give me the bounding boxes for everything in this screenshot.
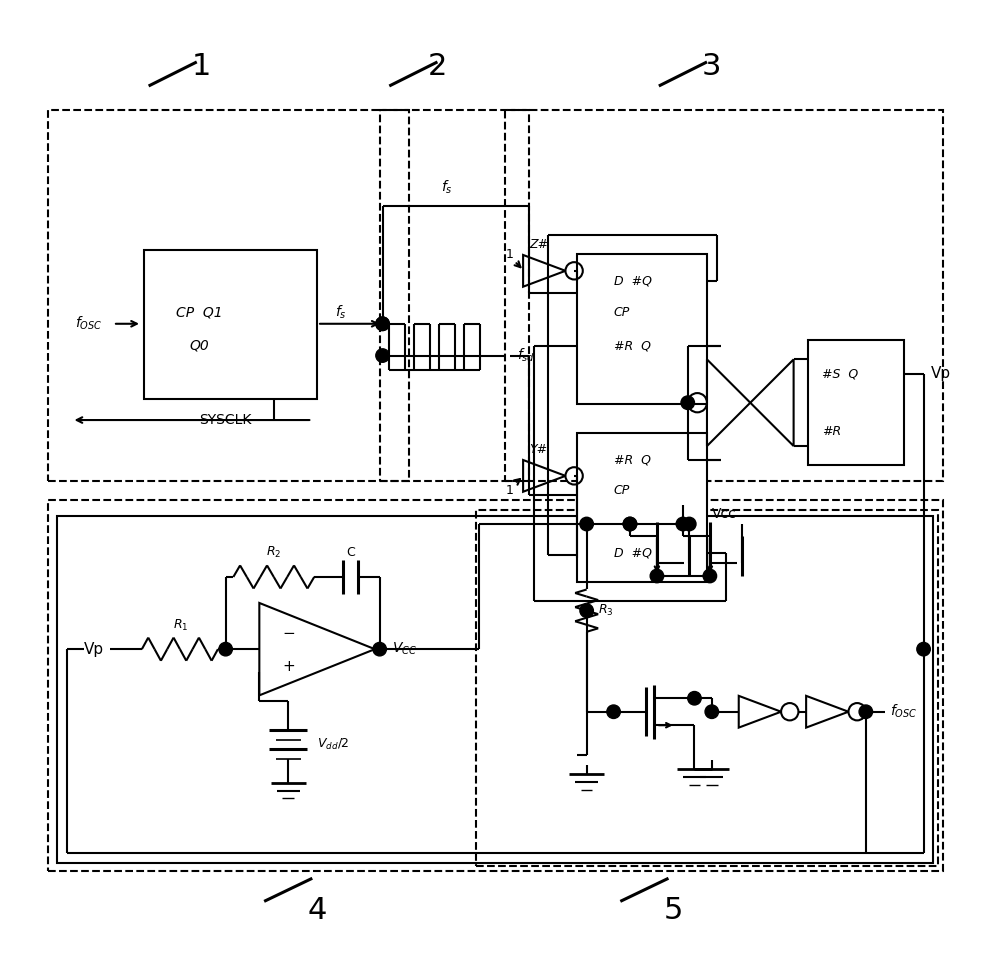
- Text: Z#: Z#: [529, 238, 548, 251]
- Text: 1: 1: [192, 52, 211, 82]
- Text: $f_s$: $f_s$: [441, 179, 453, 196]
- Circle shape: [859, 705, 873, 719]
- Bar: [48, 500, 943, 871]
- Circle shape: [376, 318, 389, 330]
- Text: 3: 3: [702, 52, 722, 82]
- Text: $f_{sd}$: $f_{sd}$: [517, 347, 536, 364]
- Text: C: C: [346, 547, 355, 559]
- Text: $R_3$: $R_3$: [598, 603, 614, 619]
- Text: D  #Q: D #Q: [614, 547, 652, 559]
- Circle shape: [219, 643, 232, 655]
- Text: CP  Q1: CP Q1: [176, 305, 223, 319]
- Text: Vp: Vp: [931, 366, 951, 382]
- Text: Y#: Y#: [529, 444, 548, 456]
- Bar: [505, 110, 943, 481]
- Text: $-$: $-$: [282, 624, 295, 639]
- Bar: [57, 517, 933, 863]
- Text: CP: CP: [614, 306, 630, 318]
- Text: $V_{dd}/2$: $V_{dd}/2$: [317, 737, 349, 752]
- Circle shape: [580, 604, 593, 618]
- Text: $f_{OSC}$: $f_{OSC}$: [75, 315, 102, 332]
- Bar: [577, 254, 707, 404]
- Bar: [144, 250, 317, 399]
- Text: #R  Q: #R Q: [614, 453, 651, 466]
- Text: SYSCLK: SYSCLK: [199, 413, 252, 427]
- Text: 5: 5: [664, 896, 683, 925]
- Text: Q0: Q0: [190, 339, 210, 352]
- Text: $f_{OSC}$: $f_{OSC}$: [890, 703, 917, 720]
- Circle shape: [623, 518, 637, 531]
- Text: 4: 4: [307, 896, 327, 925]
- Bar: [380, 110, 529, 481]
- Bar: [808, 340, 904, 465]
- Circle shape: [917, 643, 930, 655]
- Bar: [48, 110, 409, 481]
- Text: #R: #R: [822, 425, 842, 438]
- Text: #R  Q: #R Q: [614, 340, 651, 352]
- Text: Vcc: Vcc: [712, 508, 737, 521]
- Bar: [476, 510, 938, 866]
- Circle shape: [376, 318, 389, 330]
- Circle shape: [705, 705, 719, 719]
- Text: $R_1$: $R_1$: [173, 618, 188, 633]
- Circle shape: [688, 691, 701, 705]
- Bar: [577, 432, 707, 582]
- Text: #S  Q: #S Q: [822, 367, 859, 381]
- Circle shape: [373, 643, 386, 655]
- Circle shape: [623, 518, 637, 531]
- Circle shape: [650, 569, 664, 583]
- Circle shape: [580, 518, 593, 531]
- Circle shape: [376, 349, 389, 362]
- Text: $f_s$: $f_s$: [335, 304, 347, 321]
- Text: $V_{CC}$: $V_{CC}$: [392, 641, 417, 657]
- Text: 1: 1: [506, 484, 514, 497]
- Circle shape: [703, 569, 717, 583]
- Text: CP: CP: [614, 484, 630, 497]
- Circle shape: [676, 518, 690, 531]
- Text: D  #Q: D #Q: [614, 275, 652, 288]
- Text: $R_2$: $R_2$: [266, 546, 281, 560]
- Circle shape: [607, 705, 620, 719]
- Circle shape: [683, 518, 696, 531]
- Text: $+$: $+$: [282, 659, 295, 674]
- Circle shape: [681, 396, 694, 410]
- Text: Vp: Vp: [84, 642, 104, 656]
- Text: 1: 1: [506, 248, 514, 261]
- Text: 2: 2: [428, 52, 447, 82]
